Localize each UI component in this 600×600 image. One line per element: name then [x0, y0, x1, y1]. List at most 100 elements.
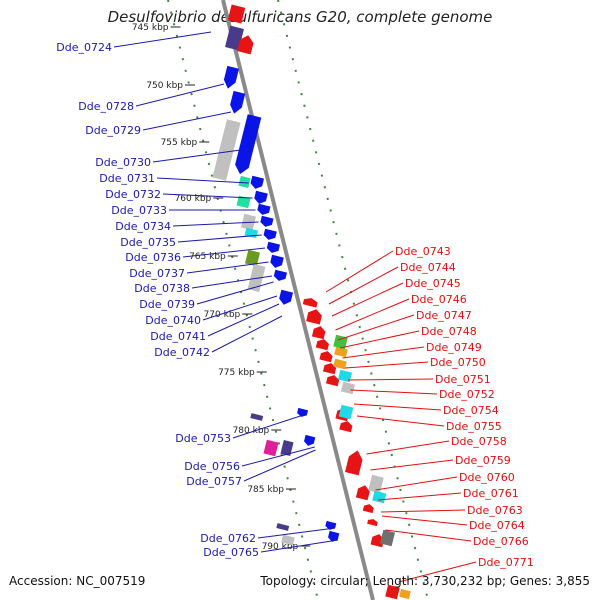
- reverse-gene-leader: [344, 361, 429, 369]
- forward-gene-label: Dde_0736: [125, 251, 181, 264]
- reverse-gene-arrow: [322, 363, 337, 375]
- reverse-gene-label: Dde_0754: [443, 404, 499, 417]
- forward-gene-leader: [241, 446, 315, 467]
- reverse-gene-label: Dde_0761: [463, 487, 519, 500]
- reverse-gene-leader: [347, 378, 434, 381]
- reverse-gene-arrow: [302, 298, 318, 308]
- reverse-gene-arrow: [367, 519, 378, 527]
- forward-gene-arrow: [223, 65, 239, 89]
- forward-gene-leader: [196, 281, 274, 305]
- reverse-gene-label: Dde_0744: [400, 261, 456, 274]
- forward-gene-arrow: [270, 254, 284, 268]
- scale-label: 765 kbp: [189, 252, 226, 262]
- forward-gene-arrow: [230, 90, 246, 114]
- reverse-gene-label: Dde_0751: [435, 373, 491, 386]
- forward-gene-leader: [135, 83, 225, 107]
- reverse-feature-box: [379, 529, 396, 547]
- forward-gene-arrow: [254, 190, 268, 204]
- reverse-gene-label: Dde_0749: [426, 341, 482, 354]
- forward-gene-leader: [172, 221, 259, 227]
- forward-gene-label: Dde_0732: [105, 188, 161, 201]
- reverse-gene-arrow: [344, 450, 363, 476]
- forward-gene-label: Dde_0737: [129, 267, 185, 280]
- forward-gene-label: Dde_0762: [200, 532, 256, 545]
- forward-gene-label: Dde_0728: [78, 100, 134, 113]
- reverse-gene-label: Dde_0758: [451, 435, 507, 448]
- reverse-gene-leader: [328, 266, 399, 305]
- forward-gene-arrow: [325, 520, 337, 530]
- forward-gene-leader: [182, 247, 266, 258]
- scale-label: 780 kbp: [233, 426, 270, 436]
- forward-gene-leader: [191, 275, 273, 289]
- forward-gene-label: Dde_0757: [186, 475, 242, 488]
- reverse-gene-leader: [337, 314, 415, 341]
- forward-gene-label: Dde_0740: [145, 314, 201, 327]
- reverse-feature-box: [368, 474, 384, 494]
- reverse-gene-arrow: [370, 534, 385, 548]
- scale-label: 755 kbp: [161, 138, 198, 148]
- reverse-gene-leader: [350, 389, 438, 395]
- reverse-gene-label: Dde_0750: [430, 356, 486, 369]
- forward-gene-leader: [152, 149, 241, 163]
- reverse-gene-leader: [380, 509, 466, 513]
- scale-label: 750 kbp: [146, 81, 183, 91]
- forward-gene-arrow: [263, 228, 277, 240]
- forward-gene-label: Dde_0753: [175, 432, 231, 445]
- reverse-gene-leader: [325, 250, 394, 293]
- forward-gene-leader: [257, 527, 336, 539]
- scale-label: 745 kbp: [132, 23, 169, 33]
- reverse-gene-label: Dde_0771: [478, 556, 534, 569]
- forward-gene-leader: [156, 177, 249, 184]
- forward-feature-box: [276, 523, 290, 531]
- reverse-gene-arrow: [362, 504, 374, 514]
- map-title: Desulfovibrio desulfuricans G20, complet…: [107, 8, 493, 26]
- reverse-gene-label: Dde_0760: [459, 471, 515, 484]
- reverse-feature-box: [399, 588, 411, 600]
- reverse-gene-arrow: [311, 326, 326, 340]
- forward-gene-leader: [211, 315, 283, 353]
- reverse-gene-arrow: [325, 375, 340, 387]
- forward-gene-arrow: [273, 269, 288, 281]
- forward-gene-leader: [177, 234, 262, 243]
- reverse-gene-label: Dde_0747: [416, 309, 472, 322]
- reverse-gene-arrow: [319, 351, 333, 363]
- reverse-gene-leader: [385, 529, 472, 542]
- reverse-gene-arrow: [237, 35, 254, 55]
- reverse-gene-label: Dde_0748: [421, 325, 477, 338]
- reverse-gene-label: Dde_0764: [469, 519, 525, 532]
- forward-feature-box: [236, 195, 251, 209]
- forward-gene-arrow: [328, 530, 340, 542]
- forward-gene-label: Dde_0741: [150, 330, 206, 343]
- forward-gene-label: Dde_0735: [120, 236, 176, 249]
- forward-gene-leader: [207, 303, 280, 337]
- reverse-feature-box: [338, 404, 354, 420]
- forward-gene-label: Dde_0729: [85, 124, 141, 137]
- scale-label: 760 kbp: [175, 194, 212, 204]
- forward-gene-arrow: [235, 114, 262, 175]
- reverse-gene-leader: [366, 440, 450, 455]
- reverse-feature-box: [333, 358, 347, 370]
- reverse-gene-label: Dde_0745: [405, 277, 461, 290]
- reverse-gene-arrow: [355, 485, 370, 501]
- reverse-gene-leader: [342, 346, 425, 359]
- reverse-gene-leader: [381, 515, 468, 526]
- reverse-feature-box: [385, 584, 400, 600]
- forward-gene-label: Dde_0734: [115, 220, 171, 233]
- reverse-feature-box: [372, 490, 387, 504]
- reverse-gene-label: Dde_0752: [439, 388, 495, 401]
- reverse-gene-label: Dde_0755: [446, 420, 502, 433]
- forward-gene-arrow: [279, 289, 294, 305]
- reverse-feature-box: [337, 369, 353, 383]
- forward-gene-leader: [142, 111, 232, 131]
- reverse-feature-box: [340, 381, 356, 395]
- forward-feature-box: [281, 534, 295, 546]
- forward-feature-box: [238, 175, 251, 189]
- forward-gene-arrow: [250, 175, 265, 189]
- reverse-gene-arrow: [315, 339, 329, 351]
- forward-gene-label: Dde_0724: [56, 41, 112, 54]
- reverse-gene-label: Dde_0759: [455, 454, 511, 467]
- forward-gene-leader: [202, 295, 278, 321]
- reverse-gene-leader: [331, 282, 404, 317]
